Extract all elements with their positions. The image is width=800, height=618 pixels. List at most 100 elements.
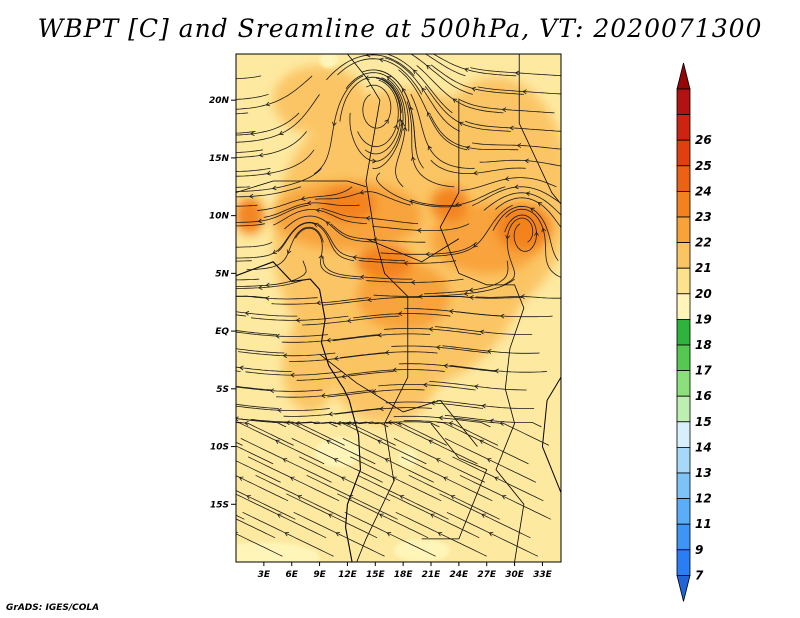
streamline xyxy=(505,208,561,278)
streamline xyxy=(384,57,460,132)
streamline xyxy=(236,94,320,143)
streamline xyxy=(470,67,561,77)
streamline xyxy=(357,79,399,148)
streamline xyxy=(430,64,524,95)
streamline xyxy=(340,351,438,359)
lat-tick-label: EQ xyxy=(215,327,229,337)
streamline-arrow xyxy=(412,69,418,75)
streamline xyxy=(277,222,354,262)
streamline xyxy=(123,387,220,391)
border-line xyxy=(518,54,561,205)
streamline xyxy=(236,518,276,539)
colorbar-label: 13 xyxy=(695,466,712,480)
streamline xyxy=(236,204,258,207)
streamline xyxy=(129,331,226,335)
streamline-arrow xyxy=(359,274,365,280)
wbpt-region-18 xyxy=(398,448,418,468)
colorbar-label: 18 xyxy=(695,338,712,352)
streamline-arrow xyxy=(290,372,295,378)
streamline xyxy=(245,371,343,376)
streamline xyxy=(236,370,241,372)
longitude-axis: 3E 6E 9E 12E 15E 18E 21E 24E 27E 30E 33E xyxy=(258,562,553,580)
streamline-arrow xyxy=(522,89,527,95)
streamline-arrow xyxy=(426,64,431,70)
streamline-arrow xyxy=(436,345,441,350)
streamline-arrow xyxy=(221,245,225,249)
streamline xyxy=(131,423,222,464)
streamline xyxy=(337,493,429,539)
streamline-arrow xyxy=(257,218,263,224)
streamline xyxy=(449,365,548,373)
streamline-arrow xyxy=(372,158,377,164)
streamline xyxy=(236,311,298,317)
grads-credit: GrADS: IGES/COLA xyxy=(6,603,100,613)
streamline xyxy=(236,533,283,557)
colorbar-box xyxy=(676,344,691,372)
streamline-arrow xyxy=(473,242,478,248)
colorbar-label: 9 xyxy=(695,543,703,557)
streamline-arrow xyxy=(168,385,172,389)
streamline xyxy=(236,204,309,223)
streamline xyxy=(236,168,322,192)
streamline-arrow xyxy=(325,221,331,226)
streamline xyxy=(236,112,300,136)
streamline-arrow xyxy=(494,476,499,481)
streamline xyxy=(495,197,561,229)
streamline xyxy=(406,101,455,188)
streamline xyxy=(283,408,381,417)
streamline-arrow xyxy=(194,421,198,425)
colorbar-max-triangle xyxy=(676,62,691,90)
lon-tick-label: 3E xyxy=(258,570,271,580)
streamline xyxy=(236,490,296,520)
colorbar-box xyxy=(676,165,691,192)
streamline-arrow xyxy=(379,513,384,518)
streamline xyxy=(302,315,400,326)
streamline xyxy=(424,54,466,77)
streamline-arrow xyxy=(189,365,193,369)
streamline-arrow xyxy=(443,476,448,481)
streamline xyxy=(315,191,411,206)
streamline xyxy=(334,407,432,415)
wbpt-region-18 xyxy=(236,542,320,562)
streamline xyxy=(436,400,535,409)
streamline-arrow xyxy=(277,407,282,413)
streamline xyxy=(236,186,302,198)
streamline xyxy=(236,403,279,409)
lon-tick-label: 33E xyxy=(533,570,553,580)
streamline-arrow xyxy=(250,131,255,136)
streamline xyxy=(472,142,561,150)
streamline-arrow xyxy=(505,234,511,240)
streamline-arrow xyxy=(443,363,448,369)
streamline-arrow xyxy=(514,184,519,190)
streamline xyxy=(430,159,526,174)
streamline-arrow xyxy=(340,476,346,481)
streamline xyxy=(283,422,376,465)
plot-title: WBPT [C] and Sreamline at 500hPa, VT: 20… xyxy=(37,14,763,43)
colorbar-box xyxy=(676,88,691,116)
lon-tick-label: 12E xyxy=(338,570,358,580)
streamline-arrow xyxy=(176,514,180,518)
streamline-arrow xyxy=(246,495,251,500)
streamline-arrow xyxy=(423,382,428,388)
streamline xyxy=(429,204,513,257)
streamline xyxy=(383,327,482,335)
streamline-arrow xyxy=(397,118,403,123)
colorbar-label: 19 xyxy=(695,312,712,326)
streamline-arrow xyxy=(258,285,263,290)
lon-tick-label: 27E xyxy=(477,570,497,580)
streamline xyxy=(385,401,484,409)
streamline-arrow xyxy=(258,152,264,158)
streamline-arrow xyxy=(327,513,333,518)
streamline xyxy=(424,86,511,132)
streamline-arrow xyxy=(481,403,486,409)
streamline-arrow xyxy=(403,260,408,266)
wbpt-region-22 xyxy=(431,186,469,222)
streamline-arrow xyxy=(236,532,238,537)
streamline xyxy=(236,405,330,412)
lat-tick-label: 5S xyxy=(216,385,229,395)
streamline-arrow xyxy=(289,476,295,481)
streamline xyxy=(386,78,406,188)
streamline-arrow xyxy=(402,87,407,93)
streamline xyxy=(492,205,559,261)
streamline-arrow xyxy=(393,124,398,130)
